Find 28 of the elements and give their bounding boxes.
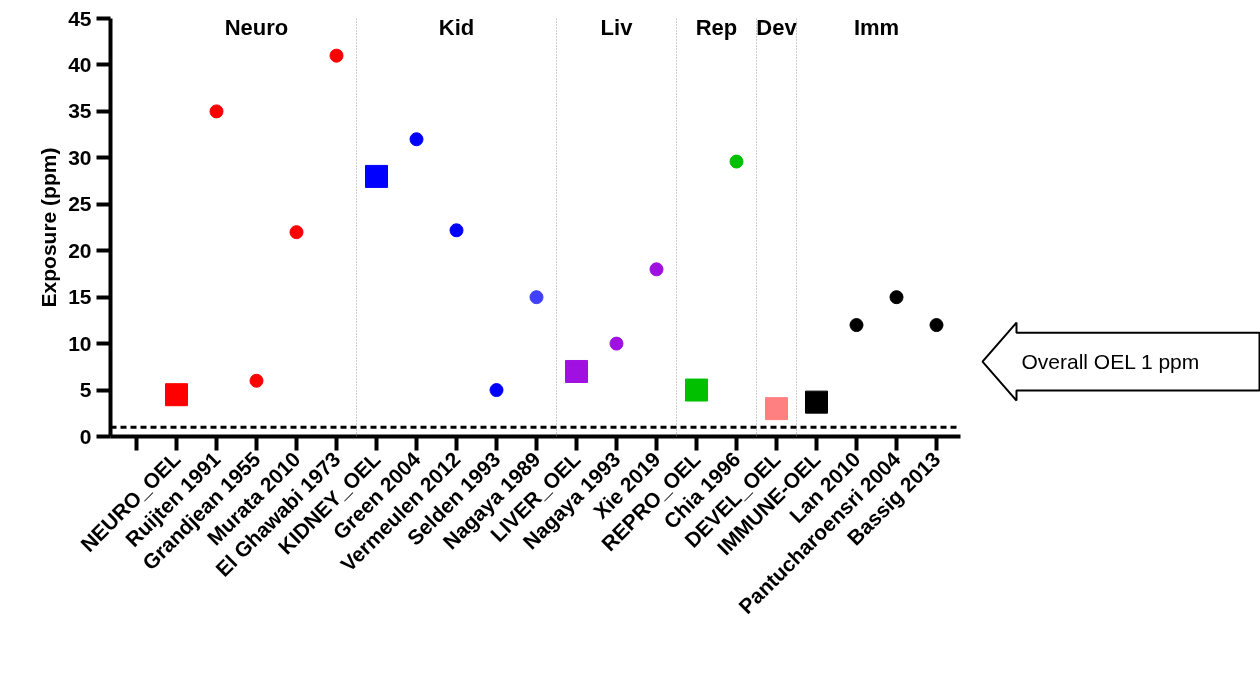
point <box>805 390 828 414</box>
annotation: Liv <box>600 15 634 41</box>
point <box>289 225 304 240</box>
annotation: Imm <box>853 15 900 41</box>
y-tick-label: 35 <box>68 99 92 123</box>
point <box>685 378 708 402</box>
point <box>565 359 588 383</box>
point <box>529 290 544 305</box>
point <box>329 48 344 63</box>
annotation: Neuro <box>224 15 289 41</box>
y-tick-label: 15 <box>68 285 92 309</box>
y-tick-label: 0 <box>79 424 92 448</box>
annotation: Kid <box>438 15 475 41</box>
point <box>765 397 788 421</box>
annotation: Rep <box>695 15 738 41</box>
point <box>365 164 388 188</box>
y-tick-label: 30 <box>68 145 92 169</box>
annotation: Dev <box>756 15 798 41</box>
y-tick-label: 10 <box>68 331 92 355</box>
y-tick-label: 5 <box>79 378 92 402</box>
point <box>249 373 264 388</box>
ref-line-label: Overall OEL 1 ppm <box>1021 350 1200 374</box>
point <box>209 104 224 119</box>
y-tick-label: 25 <box>68 192 92 216</box>
y-tick-label: 40 <box>68 52 92 76</box>
y-axis-title: Exposure (ppm) <box>37 147 61 308</box>
y-tick-label: 20 <box>68 238 92 262</box>
y-tick-label: 45 <box>68 6 92 30</box>
